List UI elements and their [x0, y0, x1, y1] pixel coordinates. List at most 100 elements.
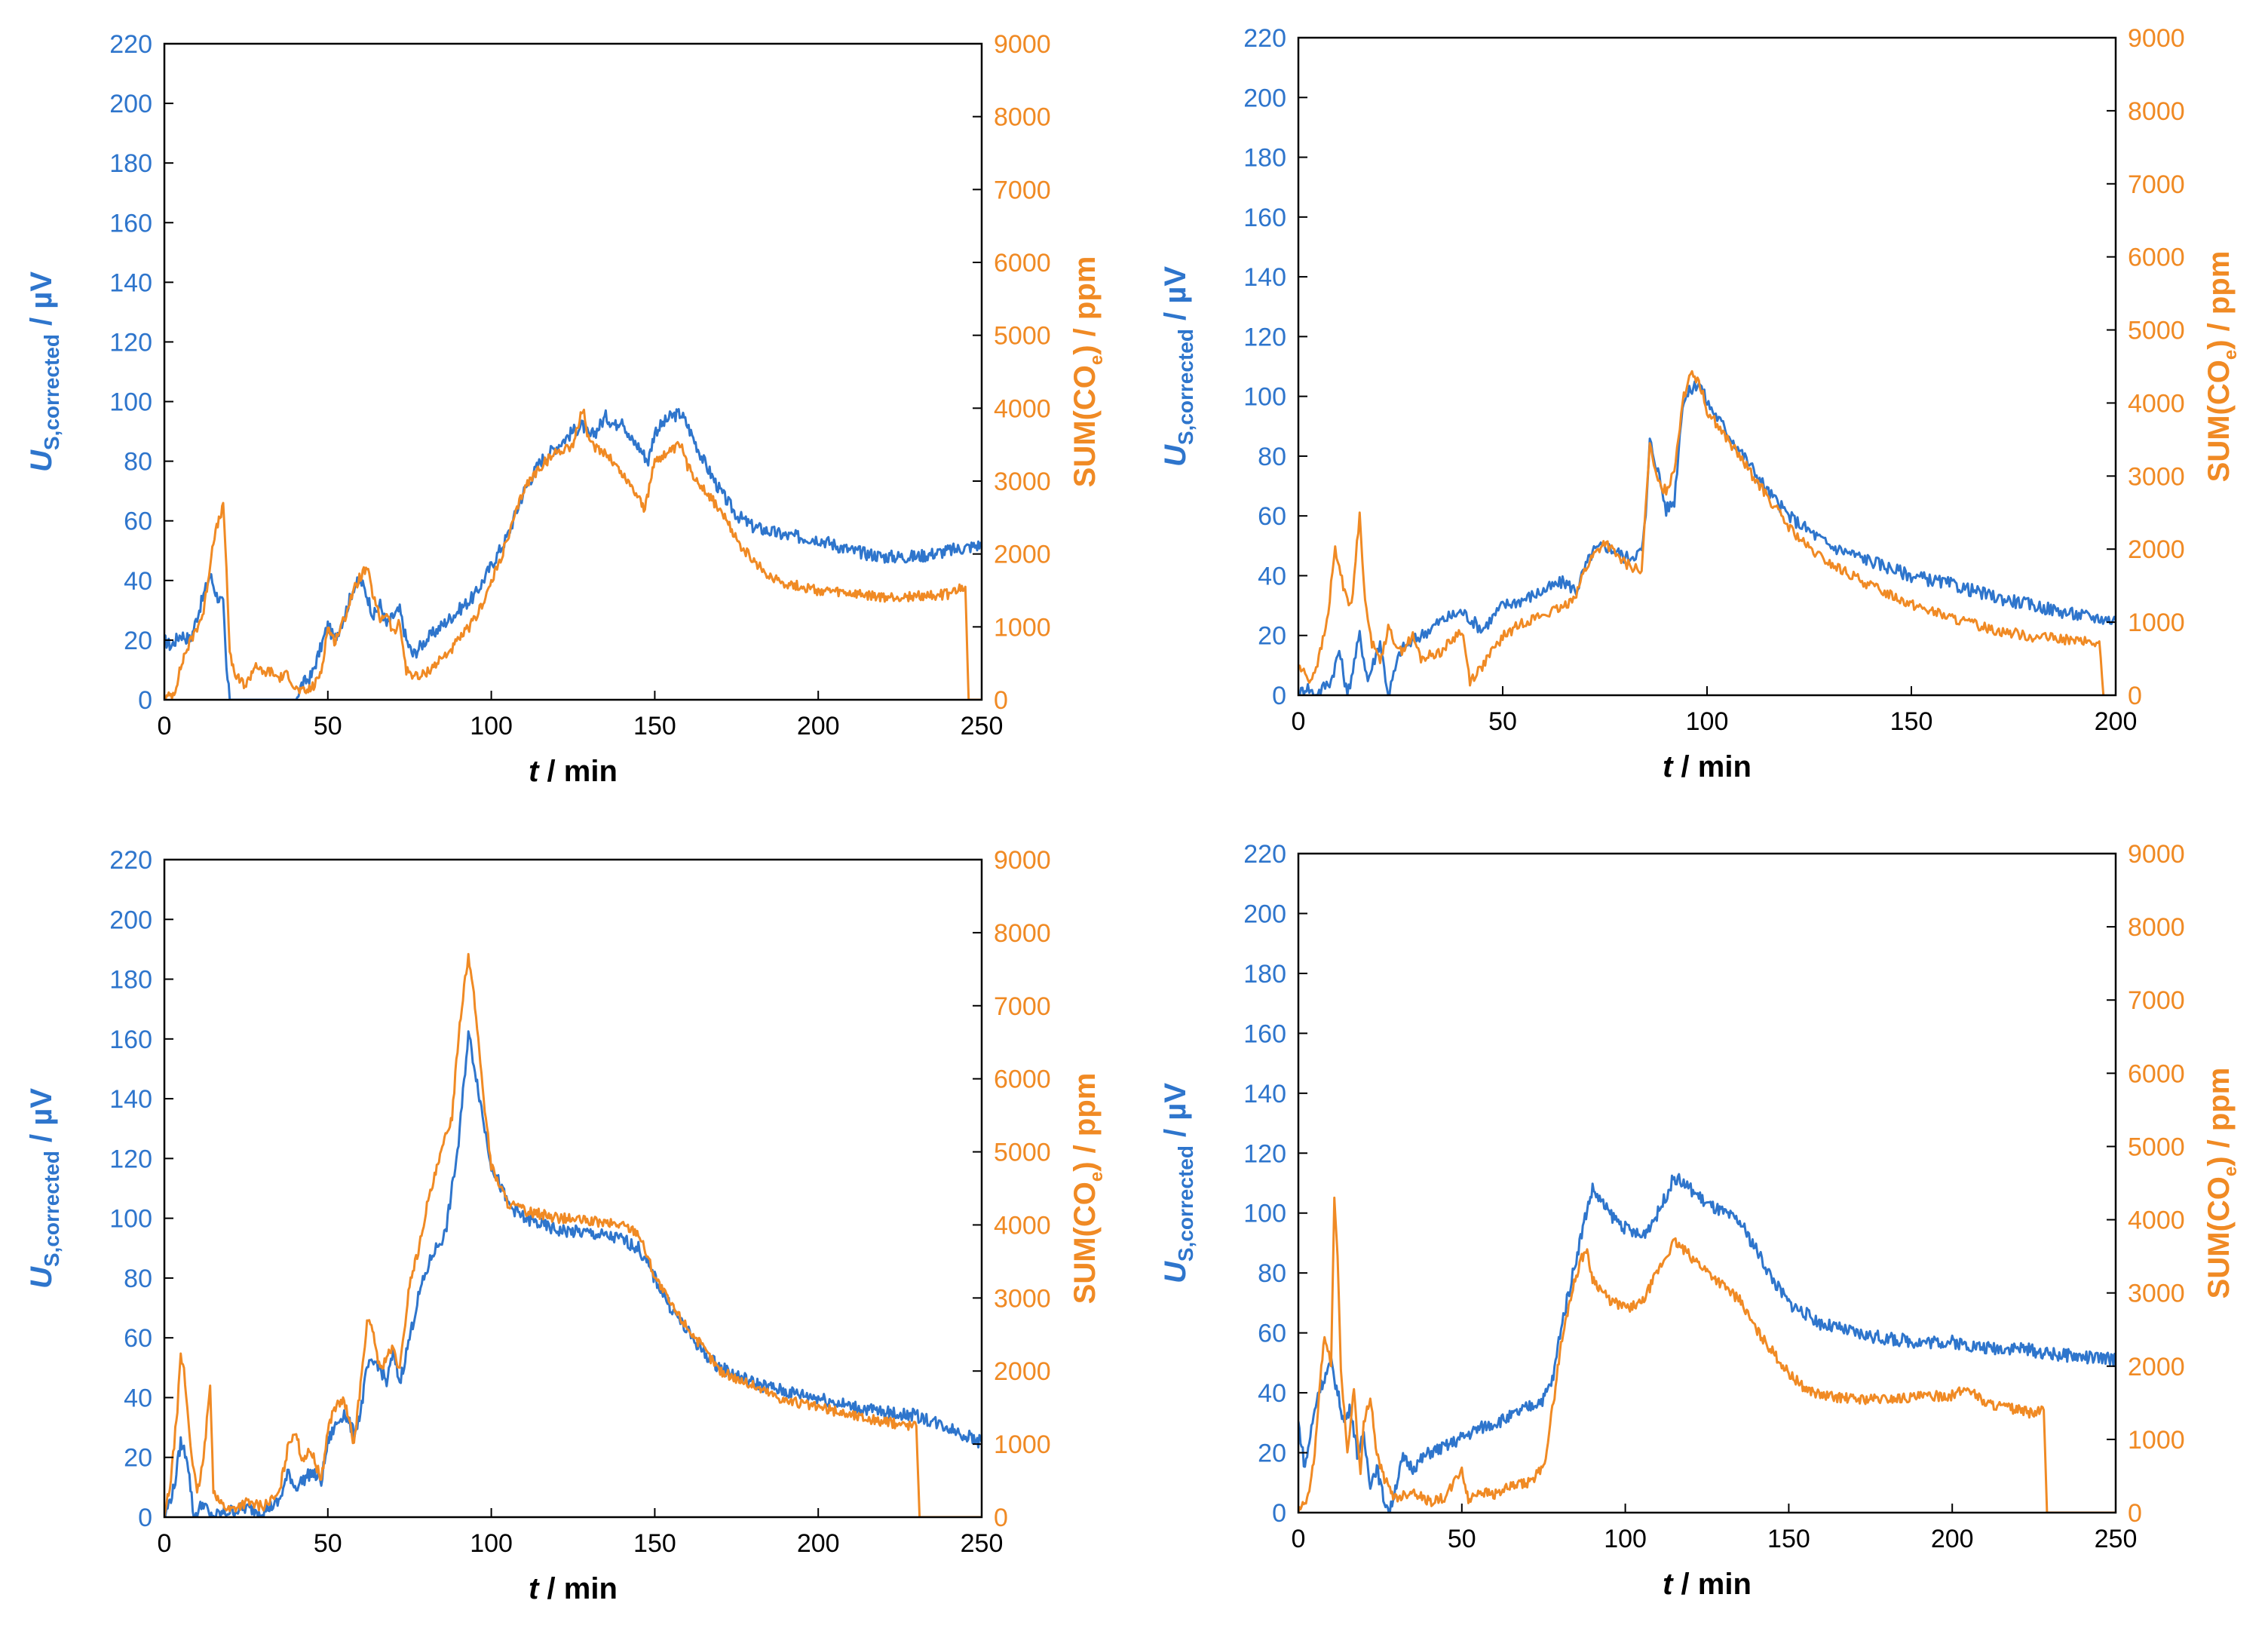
series-line-signal	[1298, 380, 2116, 695]
x-tick-label: 50	[1448, 1525, 1476, 1553]
y-left-tick-label: 20	[124, 1444, 152, 1473]
series-line-signal	[1298, 1173, 2116, 1513]
y-right-tick-label: 0	[994, 686, 1008, 715]
y-right-tick-label: 6000	[2128, 1059, 2185, 1088]
y-left-tick-label: 160	[1243, 1019, 1286, 1048]
y-left-tick-label: 160	[109, 209, 152, 238]
y-right-tick-label: 3000	[2128, 462, 2185, 491]
y-left-tick-label: 40	[1258, 1379, 1286, 1408]
y-left-tick-label: 160	[109, 1026, 152, 1054]
y-left-tick-label: 200	[1243, 900, 1286, 928]
y-right-tick-label: 8000	[2128, 97, 2185, 126]
x-tick-label: 200	[1931, 1525, 1974, 1553]
chart-panel-top-right: 0204060801001201401601802002200100020003…	[1159, 24, 2241, 783]
y-right-tick-label: 1000	[2128, 1426, 2185, 1455]
y-right-tick-label: 9000	[2128, 24, 2185, 53]
y-right-tick-label: 2000	[994, 1357, 1051, 1386]
x-tick-label: 200	[797, 712, 840, 740]
x-tick-label: 0	[1292, 1525, 1306, 1553]
series-line-signal	[164, 1030, 982, 1517]
x-tick-label: 100	[1686, 707, 1729, 736]
x-tick-label: 0	[1292, 707, 1306, 736]
y-right-axis-label: SUM(COe) / ppm	[2202, 251, 2241, 483]
y-right-tick-label: 2000	[2128, 1353, 2185, 1381]
x-tick-label: 0	[158, 1529, 172, 1558]
series-line-gas	[164, 952, 982, 1517]
y-right-tick-label: 4000	[2128, 389, 2185, 418]
y-right-tick-label: 9000	[994, 30, 1051, 59]
y-left-axis-label: US,corrected / µV	[25, 271, 63, 472]
y-left-tick-label: 220	[109, 846, 152, 875]
y-left-tick-label: 180	[1243, 144, 1286, 173]
x-tick-label: 150	[633, 712, 676, 740]
chart-panel-bottom-left: 0204060801001201401601802002200100020003…	[25, 846, 1107, 1605]
y-left-tick-label: 180	[109, 149, 152, 178]
y-left-tick-label: 0	[1272, 682, 1286, 710]
y-right-tick-label: 1000	[994, 1430, 1051, 1459]
y-right-tick-label: 5000	[2128, 317, 2185, 345]
x-axis-label: t / min	[529, 1572, 618, 1605]
y-right-tick-label: 4000	[994, 394, 1051, 423]
y-left-tick-label: 200	[1243, 84, 1286, 112]
x-axis-label: t / min	[1663, 1568, 1752, 1601]
y-right-tick-label: 8000	[994, 103, 1051, 132]
y-left-tick-label: 40	[1258, 562, 1286, 590]
y-right-tick-label: 0	[994, 1504, 1008, 1532]
y-left-tick-label: 200	[109, 90, 152, 118]
y-left-axis-label: US,corrected / µV	[25, 1088, 63, 1289]
y-left-tick-label: 140	[1243, 263, 1286, 292]
y-left-tick-label: 60	[124, 507, 152, 536]
series-line-gas	[164, 408, 982, 700]
x-tick-label: 100	[470, 1529, 513, 1558]
y-right-axis-label: SUM(COe) / ppm	[1068, 256, 1107, 488]
plot-frame	[163, 858, 983, 1519]
y-left-tick-label: 120	[109, 328, 152, 357]
y-right-tick-label: 6000	[994, 1065, 1051, 1094]
x-tick-label: 0	[158, 712, 172, 740]
y-left-tick-label: 80	[1258, 443, 1286, 471]
y-left-tick-label: 160	[1243, 204, 1286, 232]
y-right-tick-label: 1000	[994, 613, 1051, 642]
y-left-tick-label: 120	[109, 1145, 152, 1173]
y-left-tick-label: 180	[1243, 960, 1286, 989]
y-right-tick-label: 1000	[2128, 609, 2185, 637]
plot-frame	[163, 42, 983, 701]
x-tick-label: 100	[470, 712, 513, 740]
y-left-tick-label: 20	[124, 627, 152, 655]
x-tick-label: 250	[961, 712, 1004, 740]
y-right-tick-label: 8000	[2128, 913, 2185, 942]
series-line-gas	[1298, 369, 2105, 695]
y-right-tick-label: 0	[2128, 682, 2142, 710]
y-left-tick-label: 40	[124, 1384, 152, 1412]
y-right-tick-label: 2000	[2128, 535, 2185, 564]
y-left-tick-label: 60	[1258, 1320, 1286, 1348]
y-left-tick-label: 120	[1243, 1139, 1286, 1168]
y-right-tick-label: 7000	[2128, 986, 2185, 1015]
y-right-tick-label: 5000	[994, 1139, 1051, 1167]
x-tick-label: 150	[1890, 707, 1933, 736]
y-right-tick-label: 5000	[994, 322, 1051, 351]
y-left-tick-label: 100	[109, 388, 152, 417]
x-tick-label: 50	[1488, 707, 1517, 736]
y-left-tick-label: 100	[1243, 383, 1286, 412]
x-tick-label: 200	[2095, 707, 2138, 736]
y-right-axis-label: SUM(COe) / ppm	[2202, 1068, 2241, 1299]
chart-panel-bottom-right: 0204060801001201401601802002200100020003…	[1159, 840, 2241, 1601]
y-right-tick-label: 9000	[994, 846, 1051, 875]
y-right-tick-label: 4000	[2128, 1206, 2185, 1235]
y-left-tick-label: 60	[124, 1324, 152, 1353]
y-left-tick-label: 180	[109, 966, 152, 995]
series-line-signal	[164, 408, 982, 700]
x-tick-label: 250	[961, 1529, 1004, 1558]
y-left-tick-label: 200	[109, 906, 152, 934]
y-right-axis-label: SUM(COe) / ppm	[1068, 1073, 1107, 1305]
y-right-tick-label: 5000	[2128, 1133, 2185, 1161]
y-right-tick-label: 7000	[2128, 170, 2185, 199]
y-left-tick-label: 140	[109, 1085, 152, 1114]
x-tick-label: 250	[2095, 1525, 2138, 1553]
y-right-tick-label: 6000	[994, 249, 1051, 277]
y-left-tick-label: 100	[1243, 1200, 1286, 1228]
series-line-gas	[1298, 1196, 2116, 1513]
y-left-axis-label: US,corrected / µV	[1159, 1083, 1197, 1283]
